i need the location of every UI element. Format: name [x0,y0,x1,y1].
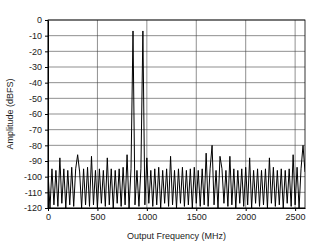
tick-label: 1500 [187,212,207,222]
tick: -80 [29,141,48,151]
grid-line [48,82,305,83]
grid-line [48,51,305,52]
tick: -120 [24,203,48,213]
tick-label: 0 [46,212,51,222]
grid-line [48,161,305,162]
grid-line [97,20,98,208]
tick: -70 [29,125,48,135]
tick-label: 2500 [286,212,306,222]
plot: 0 500 1000 1500 2000 2500 0 -10 -20 -30 -40 -50 -60 -… [24,15,306,222]
tick-label: -90 [29,156,42,166]
tick-label: -40 [29,78,42,88]
spectrum-line [48,31,305,208]
tick-label: 500 [90,212,105,222]
grid-line [48,114,305,115]
tick-mark [45,114,48,115]
tick-label: -20 [29,47,42,57]
chart: 0 500 1000 1500 2000 2500 0 -10 -20 -30 -40 -50 -60 -… [0,0,329,243]
tick: -30 [29,62,48,72]
tick-label: -120 [24,203,42,213]
tick-mark [45,20,48,21]
tick-label: -50 [29,94,42,104]
tick-mark [97,208,98,211]
tick-mark [45,67,48,68]
tick-mark [295,208,296,211]
tick-mark [45,51,48,52]
tick: 2000 [236,208,256,222]
tick: -100 [24,172,48,182]
grid-line [146,20,147,208]
tick: 1000 [137,208,157,222]
axis-line [48,21,49,209]
tick-mark [45,177,48,178]
tick: 500 [90,208,105,222]
grid-line [48,129,305,130]
tick-mark [196,208,197,211]
tick-mark [45,161,48,162]
tick-label: -30 [29,62,42,72]
tick: -50 [29,94,48,104]
tick: 0 [37,15,48,25]
tick: -110 [25,188,48,198]
grid [48,20,305,208]
tick: -60 [29,109,48,119]
tick-mark [147,208,148,211]
tick-label: 2000 [236,212,256,222]
grid-line [48,98,305,99]
tick-label: -60 [29,109,42,119]
tick-mark [45,83,48,84]
tick: -90 [29,156,48,166]
tick-mark [45,98,48,99]
grid-line [48,67,305,68]
tick-mark [45,130,48,131]
plot-frame [48,20,305,208]
tick-label: -70 [29,125,42,135]
tick: 1500 [187,208,207,222]
tick-label: 1000 [137,212,157,222]
x-axis: 0 500 1000 1500 2000 2500 [46,208,306,222]
tick: 0 [46,208,51,222]
tick-mark [45,36,48,37]
tick-label: -110 [25,188,42,198]
grid-line [196,20,197,208]
axis-line [49,208,306,209]
x-axis-title: Output Frequency (MHz) [127,231,226,241]
tick-mark [45,208,48,209]
tick: -40 [29,78,48,88]
tick-label: -100 [24,172,42,182]
tick: 2500 [286,208,306,222]
tick-mark [246,208,247,211]
tick-label: 0 [37,15,42,25]
tick: -10 [29,31,48,41]
tick-label: -80 [29,141,42,151]
tick-mark [45,145,48,146]
grid-line [295,20,296,208]
tick-mark [45,192,48,193]
tick-label: -10 [29,31,42,41]
tick: -20 [29,47,48,57]
y-axis: 0 -10 -20 -30 -40 -50 -60 -70 -80 -90 -100 -110 -120 [24,15,49,213]
marks [48,31,305,208]
y-axis-title: Amplitude (dBFS) [5,78,15,149]
grid-line [48,35,305,36]
grid-line [48,145,305,146]
